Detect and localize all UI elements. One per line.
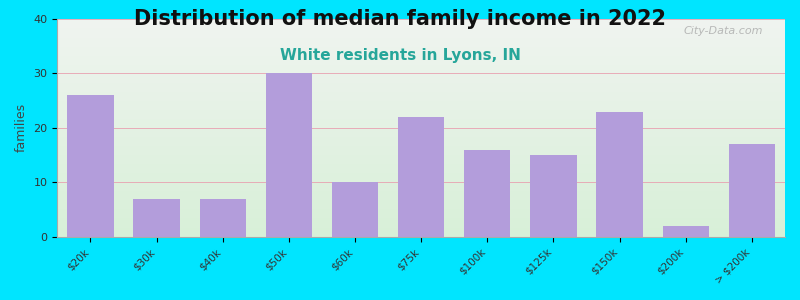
Bar	[398, 117, 444, 237]
Text: Distribution of median family income in 2022: Distribution of median family income in …	[134, 9, 666, 29]
Text: City-Data.com: City-Data.com	[684, 26, 763, 35]
Bar	[597, 112, 642, 237]
Bar	[134, 199, 180, 237]
Bar	[67, 95, 114, 237]
Bar	[332, 182, 378, 237]
Text: White residents in Lyons, IN: White residents in Lyons, IN	[279, 48, 521, 63]
Bar	[530, 155, 577, 237]
Bar	[464, 150, 510, 237]
Y-axis label: families: families	[15, 103, 28, 152]
Bar	[266, 74, 312, 237]
Bar	[200, 199, 246, 237]
Bar	[662, 226, 709, 237]
Bar	[729, 144, 775, 237]
